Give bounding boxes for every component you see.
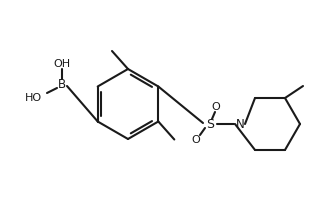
Text: S: S (206, 117, 214, 131)
Text: O: O (212, 102, 220, 112)
Text: OH: OH (53, 59, 71, 69)
Text: B: B (58, 78, 66, 91)
Text: HO: HO (25, 93, 42, 103)
Text: N: N (236, 117, 244, 131)
Text: O: O (191, 135, 200, 145)
